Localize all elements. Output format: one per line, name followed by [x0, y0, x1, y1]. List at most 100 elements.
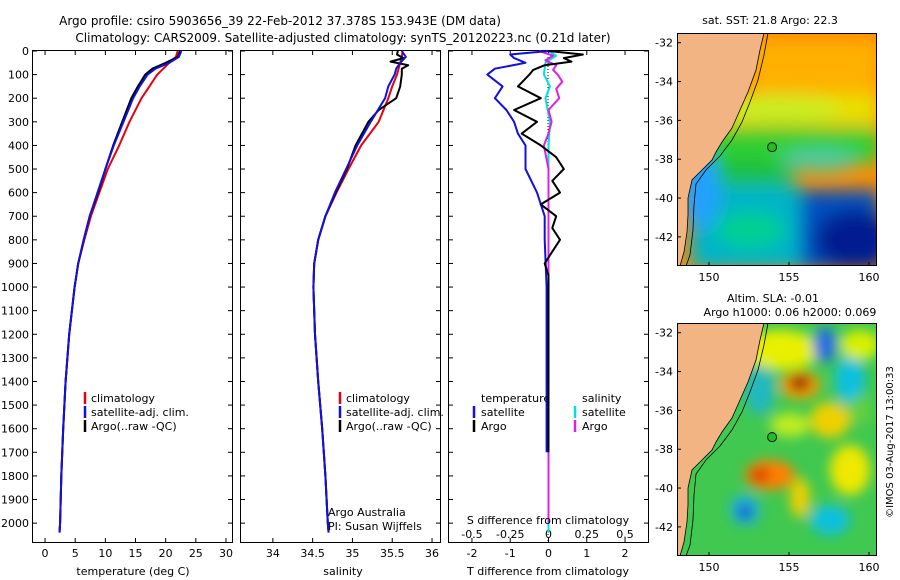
land-mask: [677, 323, 765, 556]
temperature-axis: 0 5 10 15 20 25 30: [42, 51, 233, 560]
depth-tick-label: 300: [8, 116, 29, 129]
x-tick-label: 10: [98, 547, 112, 560]
lon-tick-label: 160: [859, 561, 880, 574]
temperature-plot-frame: [32, 50, 233, 543]
depth-tick-label: 100: [8, 69, 29, 82]
x-tick-label: 2: [622, 547, 629, 560]
lat-tick-label: -32: [655, 327, 673, 340]
lon-tick-label: 150: [699, 561, 720, 574]
x-tick-label: 35.5: [380, 547, 405, 560]
lat-tick-label: -40: [655, 482, 673, 495]
salinity-series: [312, 50, 410, 533]
temperature-axis-label: temperature (deg C): [76, 565, 189, 578]
series-line-climatology: [58, 50, 179, 533]
depth-tick-label: 200: [8, 92, 29, 105]
legend-argo-label: Argo(..raw -QC): [91, 420, 177, 433]
depth-tick-label: 1600: [1, 423, 29, 436]
lon-tick-label: 155: [779, 271, 800, 284]
depth-tick-label: 0: [22, 45, 29, 58]
land-mask: [677, 33, 765, 266]
series-line-satellite-adj-clim-: [312, 50, 407, 533]
x-tick-label: 34: [266, 547, 280, 560]
x-tick-label: 35: [345, 547, 359, 560]
depth-tick-label: 900: [8, 257, 29, 270]
lat-tick-label: -38: [655, 153, 673, 166]
depth-tick-label: 600: [8, 187, 29, 200]
depth-tick-label: 1300: [1, 352, 29, 365]
lat-tick-label: -32: [655, 37, 673, 50]
secondary-x-tick-label: 0: [545, 528, 552, 541]
sst-map-title: sat. SST: 21.8 Argo: 22.3: [702, 14, 838, 27]
salinity-depth-ticks: [241, 50, 440, 524]
x-tick-label: 30: [219, 547, 233, 560]
secondary-x-tick-label: 0.5: [616, 528, 634, 541]
x-tick-label: 0: [42, 547, 49, 560]
series-line-salinity-argo: [538, 50, 564, 524]
x-tick-label: -2: [466, 547, 477, 560]
series-line-climatology: [312, 50, 404, 533]
sla-map-title: Altim. SLA: -0.01: [727, 292, 819, 305]
argo-float-marker: [767, 432, 778, 443]
salinity-axis-label: salinity: [323, 565, 363, 578]
depth-tick-label: 1500: [1, 399, 29, 412]
secondary-x-tick-label: -0.25: [496, 528, 524, 541]
difference-plot-frame: [448, 50, 649, 543]
depth-tick-label: 700: [8, 210, 29, 223]
legend-t-satellite-label: satellite: [481, 406, 525, 419]
depth-tick-label: 400: [8, 139, 29, 152]
t-difference-axis-label: T difference from climatology: [466, 565, 629, 578]
series-line-temperature-argo: [513, 50, 584, 453]
annotation-argo-australia: Argo Australia: [328, 506, 406, 519]
secondary-x-tick-label: 0.25: [575, 528, 600, 541]
argo-float-marker: [767, 142, 778, 153]
legend-satellite-label: satellite-adj. clim.: [91, 406, 189, 419]
sla-map-image: [677, 323, 877, 556]
lat-tick-label: -34: [655, 76, 673, 89]
legend-climatology-label: climatology: [91, 392, 155, 405]
depth-tick-label: 2000: [1, 517, 29, 530]
x-tick-label: 5: [72, 547, 79, 560]
depth-contour: [685, 33, 769, 266]
lat-tick-label: -38: [655, 443, 673, 456]
depth-tick-label: 1700: [1, 446, 29, 459]
lat-tick-label: -36: [655, 404, 673, 417]
s-difference-axis-label: S difference from climatology: [467, 514, 630, 527]
legend-t-argo-label: Argo: [481, 420, 507, 433]
temperature-panel: 0100200300400500600700800900100011001200…: [1, 45, 233, 578]
x-tick-label: 0: [545, 547, 552, 560]
legend-temperature-title: temperature: [481, 392, 550, 405]
sla-map-panel: Altim. SLA: -0.01 Argo h1000: 0.06 h2000…: [655, 292, 880, 574]
legend-s-satellite-label: satellite: [582, 406, 626, 419]
depth-tick-label: 1100: [1, 305, 29, 318]
imos-credit: ©IMOS 03-Aug-2017 13:00:33: [885, 366, 896, 518]
depth-tick-label: 1800: [1, 470, 29, 483]
figure-subtitle: Climatology: CARS2009. Satellite-adjuste…: [75, 31, 610, 45]
depth-tick-label: 1900: [1, 494, 29, 507]
difference-axes: -2 -1 0 1 2 -0.5 -0.25 0 0.25 0.5: [461, 51, 634, 560]
depth-tick-label: 500: [8, 163, 29, 176]
x-tick-label: 15: [129, 547, 143, 560]
legend-argo-label: Argo(..raw -QC): [346, 420, 432, 433]
sst-map-image: [677, 33, 877, 266]
difference-depth-ticks: [449, 50, 648, 524]
difference-series: [486, 50, 584, 533]
x-tick-label: 1: [583, 547, 590, 560]
series-line-temperature-satellite: [486, 50, 549, 453]
sla-map-subtitle: Argo h1000: 0.06 h2000: 0.069: [704, 306, 877, 319]
lon-tick-label: 160: [859, 271, 880, 284]
salinity-panel: 34 34.5 35 35.5 36 salinity climatology sate…: [240, 50, 444, 578]
annotation-pi: PI: Susan Wijffels: [328, 520, 422, 533]
series-line-argo-raw-qc-: [312, 50, 410, 533]
lat-tick-label: -36: [655, 114, 673, 127]
series-line-satellite-adj-clim-: [58, 50, 183, 533]
legend-climatology-label: climatology: [346, 392, 410, 405]
series-line-argo-raw-qc-: [58, 50, 182, 533]
lat-tick-label: -42: [655, 231, 673, 244]
x-tick-label: 25: [189, 547, 203, 560]
depth-contour: [685, 323, 769, 556]
legend-s-argo-label: Argo: [582, 420, 608, 433]
secondary-x-tick-label: -0.5: [461, 528, 482, 541]
figure-title: Argo profile: csiro 5903656_39 22-Feb-20…: [59, 14, 501, 28]
depth-tick-label: 800: [8, 234, 29, 247]
